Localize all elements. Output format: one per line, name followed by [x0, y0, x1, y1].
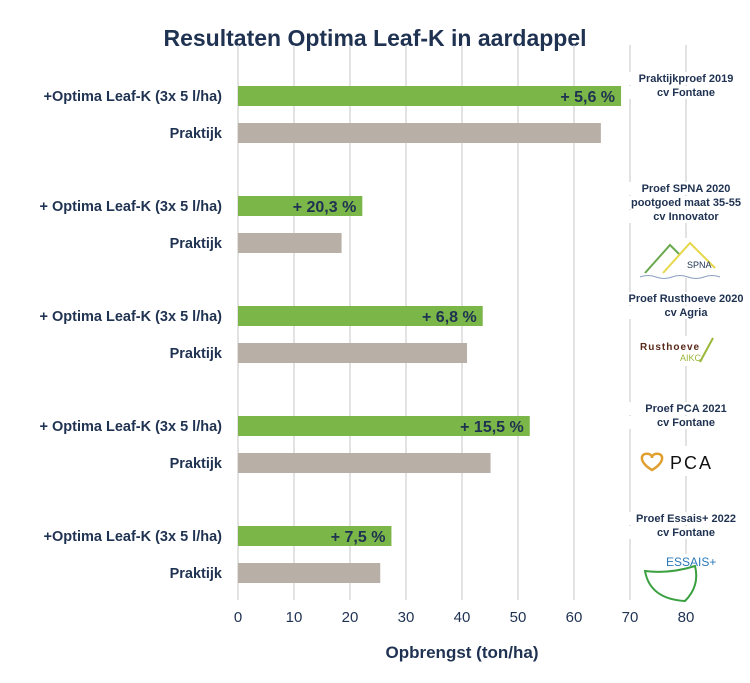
- bar-treated: [238, 526, 392, 546]
- spna-logo-icon: [644, 243, 681, 274]
- x-axis-label: Opbrengst (ton/ha): [386, 643, 539, 662]
- trial-label-bg: [626, 512, 746, 525]
- trial-label-bg: [626, 86, 746, 99]
- trial-label: cv Fontane: [657, 527, 715, 539]
- leaf-logo-icon: [699, 337, 714, 363]
- logo-bg: [636, 446, 726, 476]
- x-tick-label: 80: [678, 609, 695, 626]
- trial-label-bg: [626, 196, 746, 209]
- bar-control: [238, 453, 491, 473]
- trial-label: Proef SPNA 2020: [642, 183, 731, 195]
- trial-label-bg: [626, 526, 746, 539]
- category-label: Praktijk: [170, 236, 223, 252]
- rusthoeve-logo-text: Rusthoeve: [640, 342, 700, 353]
- bar-control: [238, 123, 601, 143]
- spna-logo-text: SPNA: [687, 260, 712, 270]
- x-tick-label: 0: [234, 609, 242, 626]
- logo-bg: [636, 554, 726, 604]
- trial-label-bg: [626, 402, 746, 415]
- trial-label: cv Agria: [664, 307, 708, 319]
- spna-wave-icon: [639, 275, 721, 279]
- bar-control: [238, 563, 381, 583]
- delta-label: + 6,8 %: [422, 309, 477, 326]
- category-label: Praktijk: [170, 346, 223, 362]
- trial-label: cv Fontane: [657, 87, 715, 99]
- bar-control: [238, 233, 342, 253]
- x-tick-label: 10: [286, 609, 303, 626]
- delta-label: + 15,5 %: [460, 419, 524, 436]
- category-label: Praktijk: [170, 126, 223, 142]
- pca-logo-icon: [640, 452, 664, 472]
- trial-label: Proef Rusthoeve 2020: [629, 293, 744, 305]
- aikc-logo-text: AIKC: [680, 353, 702, 363]
- logo-bg: [638, 238, 726, 278]
- x-tick-label: 70: [622, 609, 639, 626]
- bar-treated: [238, 416, 530, 436]
- trial-label: cv Fontane: [657, 417, 715, 429]
- x-tick-label: 30: [398, 609, 415, 626]
- x-tick-label: 60: [566, 609, 583, 626]
- trial-label-bg: [626, 72, 746, 85]
- trial-label-bg: [626, 182, 746, 195]
- delta-label: + 5,6 %: [560, 89, 615, 106]
- essais-leaf-icon: [643, 564, 698, 603]
- category-label: Praktijk: [170, 566, 223, 582]
- bar-treated: [238, 86, 622, 106]
- essais-logo-text: ESSAIS+: [666, 555, 716, 569]
- category-label: +Optima Leaf-K (3x 5 l/ha): [44, 529, 223, 545]
- trial-label: pootgoed maat 35-55: [631, 197, 741, 209]
- trial-label-bg: [626, 210, 746, 223]
- category-label: + Optima Leaf-K (3x 5 l/ha): [39, 419, 222, 435]
- delta-label: + 7,5 %: [331, 529, 386, 546]
- delta-label: + 20,3 %: [293, 199, 357, 216]
- trial-label: Praktijkproef 2019: [639, 73, 734, 85]
- bar-treated: [238, 196, 363, 216]
- x-tick-label: 40: [454, 609, 471, 626]
- trial-label-bg: [626, 416, 746, 429]
- category-label: + Optima Leaf-K (3x 5 l/ha): [39, 199, 222, 215]
- trial-label: Proef PCA 2021: [645, 403, 727, 415]
- bar-control: [238, 343, 468, 363]
- chart-title: Resultaten Optima Leaf-K in aardappel: [163, 25, 586, 51]
- pca-logo-text: PCA: [670, 453, 713, 473]
- category-label: +Optima Leaf-K (3x 5 l/ha): [44, 89, 223, 105]
- trial-label: cv Innovator: [653, 211, 719, 223]
- x-tick-label: 50: [510, 609, 527, 626]
- x-tick-label: 20: [342, 609, 359, 626]
- trial-label-bg: [626, 306, 746, 319]
- trial-label: Proef Essais+ 2022: [636, 513, 736, 525]
- category-label: + Optima Leaf-K (3x 5 l/ha): [39, 309, 222, 325]
- category-label: Praktijk: [170, 456, 223, 472]
- bar-treated: [238, 306, 483, 326]
- trial-label-bg: [626, 292, 746, 305]
- spna-logo-icon: [662, 241, 716, 274]
